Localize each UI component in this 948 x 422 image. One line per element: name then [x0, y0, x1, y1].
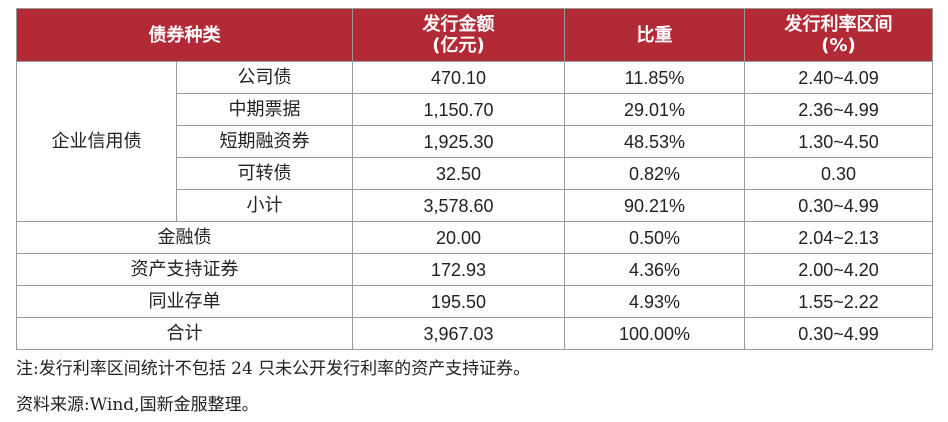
row-amount: 172.93 [352, 253, 565, 286]
row-name: 中期票据 [176, 93, 353, 126]
table-row: 金融债 20.00 0.50% 2.04~2.13 [16, 221, 933, 254]
row-rate: 2.40~4.09 [744, 61, 933, 94]
source-text: 资料来源:Wind,国新金服整理。 [16, 395, 259, 415]
row-amount: 470.10 [352, 61, 565, 94]
header-amount-line2: (亿元) [432, 35, 485, 56]
row-share: 29.01% [564, 93, 745, 126]
row-share: 0.82% [564, 157, 745, 190]
row-rate: 2.00~4.20 [744, 253, 933, 286]
row-name: 小计 [176, 189, 353, 222]
header-rate-line1: 发行利率区间 [784, 14, 893, 35]
row-amount: 3,967.03 [352, 317, 565, 350]
header-share: 比重 [564, 8, 745, 62]
header-amount-line1: 发行金额 [422, 14, 495, 35]
row-rate: 1.30~4.50 [744, 125, 933, 158]
row-share: 11.85% [564, 61, 745, 94]
row-rate: 0.30~4.99 [744, 317, 933, 350]
row-rate: 2.36~4.99 [744, 93, 933, 126]
row-name: 金融债 [16, 221, 353, 254]
row-name: 资产支持证券 [16, 253, 353, 286]
group-label-corporate-credit: 企业信用债 [16, 61, 177, 222]
table-notes: 注:发行利率区间统计不包括 24 只未公开发行利率的资产支持证券。 资料来源:W… [16, 356, 932, 418]
row-amount: 1,150.70 [352, 93, 565, 126]
row-name: 短期融资券 [176, 125, 353, 158]
row-share: 4.93% [564, 285, 745, 318]
header-rate-line2: (%) [821, 35, 856, 56]
table-row: 企业信用债 公司债 470.10 11.85% 2.40~4.09 [16, 61, 933, 222]
row-rate: 0.30~4.99 [744, 189, 933, 222]
row-rate: 0.30 [744, 157, 933, 190]
table-row: 短期融资券 1,925.30 48.53% 1.30~4.50 [17, 125, 933, 158]
note-text: 注:发行利率区间统计不包括 24 只未公开发行利率的资产支持证券。 [16, 359, 531, 379]
row-rate: 1.55~2.22 [744, 285, 933, 318]
table-row: 同业存单 195.50 4.93% 1.55~2.22 [16, 285, 933, 318]
row-share: 4.36% [564, 253, 745, 286]
header-row: 债券种类 发行金额 (亿元) 比重 发行利率区间 (%) [16, 8, 933, 62]
row-share: 48.53% [564, 125, 745, 158]
row-amount: 3,578.60 [352, 189, 565, 222]
row-share: 0.50% [564, 221, 745, 254]
header-category: 债券种类 [16, 8, 353, 62]
bond-issuance-table-container: 债券种类 发行金额 (亿元) 比重 发行利率区间 (%) 企业信用债 公司债 4… [16, 8, 933, 350]
table-row: 资产支持证券 172.93 4.36% 2.00~4.20 [16, 253, 933, 286]
row-rate: 2.04~2.13 [744, 221, 933, 254]
row-amount: 20.00 [352, 221, 565, 254]
row-share: 100.00% [564, 317, 745, 350]
header-amount: 发行金额 (亿元) [352, 8, 565, 62]
table-row-subtotal: 小计 3,578.60 90.21% 0.30~4.99 [17, 189, 933, 222]
row-name: 合计 [16, 317, 353, 350]
bond-issuance-table: 债券种类 发行金额 (亿元) 比重 发行利率区间 (%) 企业信用债 公司债 4… [16, 8, 933, 350]
table-row-total: 合计 3,967.03 100.00% 0.30~4.99 [16, 317, 933, 350]
row-amount: 195.50 [352, 285, 565, 318]
header-rate: 发行利率区间 (%) [744, 8, 933, 62]
table-row: 可转债 32.50 0.82% 0.30 [17, 157, 933, 190]
row-name: 可转债 [176, 157, 353, 190]
row-name: 公司债 [176, 61, 353, 94]
table-row: 中期票据 1,150.70 29.01% 2.36~4.99 [17, 93, 933, 126]
row-share: 90.21% [564, 189, 745, 222]
row-name: 同业存单 [16, 285, 353, 318]
row-amount: 1,925.30 [352, 125, 565, 158]
row-amount: 32.50 [352, 157, 565, 190]
